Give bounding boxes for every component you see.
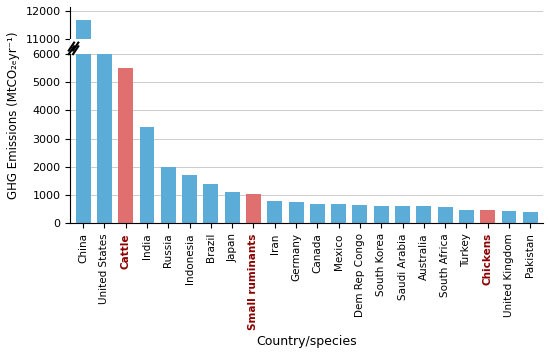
Bar [246, 194, 261, 223]
Bar [204, 184, 218, 223]
Bar [438, 207, 453, 223]
Bar [395, 206, 410, 223]
Bar [97, 53, 112, 223]
Bar [225, 192, 240, 223]
Bar [182, 175, 197, 223]
Bar [76, 20, 91, 223]
Bar [140, 127, 155, 223]
X-axis label: Country/species: Country/species [256, 335, 357, 348]
Bar [416, 206, 431, 223]
Bar [267, 201, 282, 223]
Bar [161, 167, 176, 223]
Bar [289, 202, 304, 223]
Bar [502, 211, 516, 223]
Bar [118, 68, 133, 223]
Bar [70, 39, 550, 54]
Bar [310, 204, 325, 223]
Bar [331, 204, 346, 223]
Y-axis label: GHG Emissions (MtCO₂ₑyr⁻¹): GHG Emissions (MtCO₂ₑyr⁻¹) [7, 32, 20, 199]
Bar [374, 206, 389, 223]
Bar [523, 212, 538, 223]
Bar [459, 209, 474, 223]
Bar [480, 210, 495, 223]
Bar [353, 205, 367, 223]
